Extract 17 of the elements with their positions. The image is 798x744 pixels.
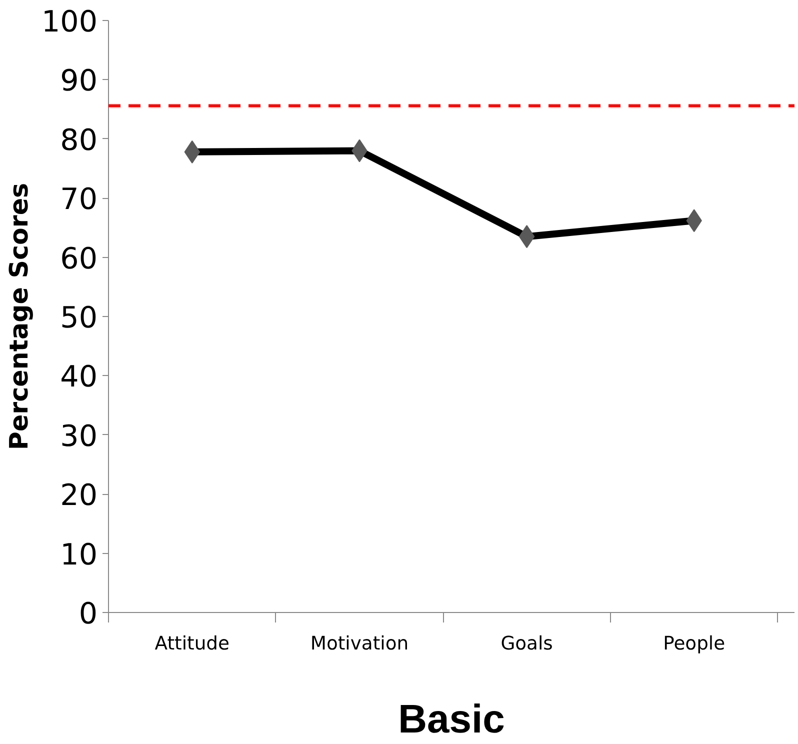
x-tick-label: Goals [500, 634, 553, 654]
y-tick-label: 100 [42, 4, 98, 38]
y-tick-label: 30 [60, 418, 98, 453]
x-tick-label: Attitude [154, 634, 230, 654]
y-tick-label: 80 [60, 122, 98, 157]
y-tick-label: 10 [60, 537, 98, 572]
y-tick-label: 20 [60, 478, 98, 512]
x-tick-label: People [663, 634, 726, 654]
x-axis-title: Basic [398, 698, 505, 742]
y-tick-label: 90 [60, 64, 98, 98]
x-tick-label: Motivation [310, 634, 409, 654]
y-axis-title: Percentage Scores [4, 182, 34, 450]
y-tick-label: 0 [78, 596, 98, 630]
y-tick-label: 50 [60, 300, 98, 334]
y-tick-label: 40 [60, 360, 98, 394]
y-tick-label: 70 [60, 182, 98, 216]
y-tick-label: 60 [60, 241, 98, 276]
